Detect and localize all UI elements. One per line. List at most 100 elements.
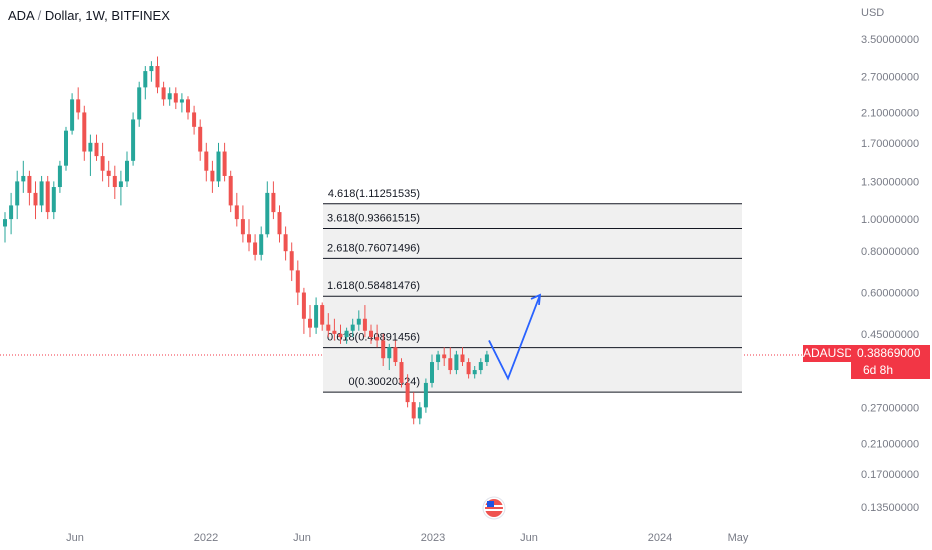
candle-body <box>131 119 136 161</box>
price-tick-label: 0.60000000 <box>861 288 919 300</box>
candle-body <box>259 234 264 255</box>
candle-body <box>283 234 288 252</box>
candle-body <box>15 181 20 206</box>
candle-body <box>100 156 105 171</box>
projection-arrowhead <box>530 293 542 306</box>
price-tick-label: 0.21000000 <box>861 438 919 450</box>
price-tick-label: 2.10000000 <box>861 107 919 119</box>
candle-body <box>271 192 276 213</box>
candle-body <box>399 362 404 383</box>
fib-label: 1.618(0.58481476) <box>327 280 420 292</box>
candle-body <box>94 142 99 157</box>
candle-body <box>9 205 14 220</box>
candle-body <box>51 187 56 213</box>
candle-body <box>198 126 203 152</box>
candle-body <box>192 112 197 127</box>
fib-label: 2.618(0.76071496) <box>327 242 420 254</box>
candle-body <box>45 181 50 213</box>
candle-body <box>326 324 331 331</box>
badge-price: 0.38869000 <box>851 345 930 362</box>
projection-path <box>488 294 541 381</box>
candle-body <box>186 99 190 113</box>
candle-body <box>484 354 489 363</box>
candle-body <box>350 324 355 331</box>
candle-body <box>112 175 117 188</box>
candle-body <box>137 87 142 120</box>
candle-body <box>338 333 343 338</box>
candle-body <box>430 362 434 383</box>
candle-body <box>57 165 62 188</box>
candle-body <box>436 354 441 363</box>
candle-body <box>216 151 221 182</box>
candle-body <box>393 347 398 363</box>
candle-body <box>460 354 465 363</box>
price-tick-label: 0.13500000 <box>861 502 919 514</box>
candle-body <box>289 251 294 271</box>
title-separator: / <box>37 8 42 23</box>
candle-body <box>106 170 111 176</box>
candle-body <box>222 151 227 176</box>
price-tick-label: 0.27000000 <box>861 402 919 414</box>
candle-body <box>417 407 422 419</box>
price-tick-label: 0.80000000 <box>861 246 919 258</box>
title-symbol: ADA <box>8 8 35 23</box>
candle-body <box>39 181 44 206</box>
title-quote: Dollar, 1W, BITFINEX <box>44 8 170 23</box>
price-axis-unit: USD <box>861 7 885 19</box>
time-tick-label: 2024 <box>648 532 672 544</box>
candle-body <box>253 242 258 255</box>
candle-body <box>70 99 75 131</box>
fib-label: 0.618(0.40891456) <box>327 332 420 344</box>
time-tick-label: 2023 <box>421 532 445 544</box>
price-tick-label: 1.70000000 <box>861 138 919 150</box>
candle-body <box>143 71 148 88</box>
badge-symbol: ADAUSD <box>803 345 854 362</box>
candle-body <box>332 330 337 334</box>
candle-body <box>308 318 312 328</box>
candle-body <box>210 170 215 182</box>
candle-body <box>301 292 306 319</box>
candle-body <box>247 234 251 243</box>
candle-body <box>295 270 300 293</box>
time-tick-label: Jun <box>520 532 538 544</box>
candle-body <box>149 66 154 72</box>
us-flag-icon[interactable] <box>482 496 506 520</box>
candle-body <box>362 318 367 331</box>
price-badge: ADAUSD 0.38869000 6d 8h <box>803 345 930 379</box>
candle-body <box>88 142 93 152</box>
candle-body <box>478 362 483 371</box>
candle-body <box>3 219 7 227</box>
badge-countdown: 6d 8h <box>851 362 930 379</box>
candle-body <box>204 151 209 171</box>
candle-body <box>356 318 361 325</box>
fib-label: 3.618(0.93661515) <box>327 213 420 225</box>
candle-body <box>423 382 428 408</box>
candle-body <box>472 370 477 375</box>
candle-body <box>76 99 81 113</box>
candle-body <box>33 192 38 206</box>
candle-body <box>387 347 392 359</box>
candle-body <box>375 337 380 341</box>
candle-body <box>118 181 123 188</box>
candle-body <box>448 358 453 371</box>
time-tick-label: 2022 <box>194 532 218 544</box>
candle-body <box>454 354 459 371</box>
candle-body <box>240 219 245 235</box>
candle-body <box>265 192 270 235</box>
candle-body <box>320 305 325 325</box>
candle-body <box>344 330 349 338</box>
candle-body <box>125 160 129 182</box>
candle-body <box>466 362 471 375</box>
fib-label: 4.618(1.11251535) <box>328 188 420 200</box>
chart-title: ADA / Dollar, 1W, BITFINEX <box>8 8 170 23</box>
candle-body <box>173 93 178 103</box>
candle-body <box>161 87 166 100</box>
candle-body <box>179 99 184 103</box>
candle-body <box>155 66 160 88</box>
candle-body <box>64 130 68 166</box>
candle-body <box>442 354 447 359</box>
candle-body <box>27 175 32 193</box>
price-tick-label: 1.30000000 <box>861 176 919 188</box>
